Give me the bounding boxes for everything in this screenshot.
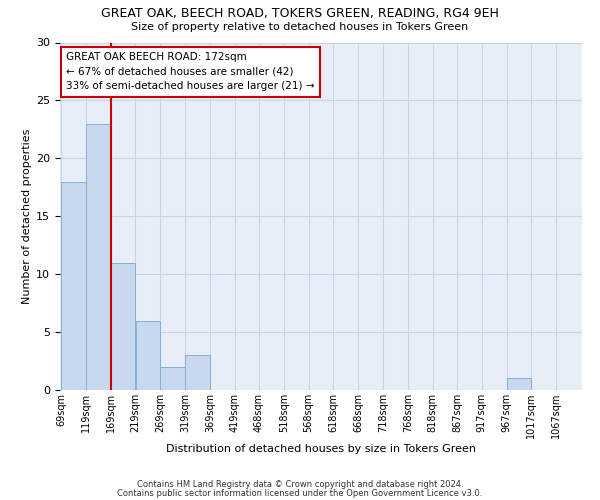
Bar bbox=[185, 355, 209, 390]
X-axis label: Distribution of detached houses by size in Tokers Green: Distribution of detached houses by size … bbox=[166, 444, 476, 454]
Bar bbox=[111, 262, 135, 390]
Text: GREAT OAK BEECH ROAD: 172sqm
← 67% of detached houses are smaller (42)
33% of se: GREAT OAK BEECH ROAD: 172sqm ← 67% of de… bbox=[67, 52, 315, 92]
Y-axis label: Number of detached properties: Number of detached properties bbox=[22, 128, 32, 304]
Text: GREAT OAK, BEECH ROAD, TOKERS GREEN, READING, RG4 9EH: GREAT OAK, BEECH ROAD, TOKERS GREEN, REA… bbox=[101, 8, 499, 20]
Bar bbox=[136, 320, 160, 390]
Text: Contains HM Land Registry data © Crown copyright and database right 2024.: Contains HM Land Registry data © Crown c… bbox=[137, 480, 463, 489]
Bar bbox=[160, 367, 185, 390]
Text: Contains public sector information licensed under the Open Government Licence v3: Contains public sector information licen… bbox=[118, 488, 482, 498]
Bar bbox=[86, 124, 110, 390]
Text: Size of property relative to detached houses in Tokers Green: Size of property relative to detached ho… bbox=[131, 22, 469, 32]
Bar bbox=[507, 378, 531, 390]
Bar bbox=[61, 182, 86, 390]
